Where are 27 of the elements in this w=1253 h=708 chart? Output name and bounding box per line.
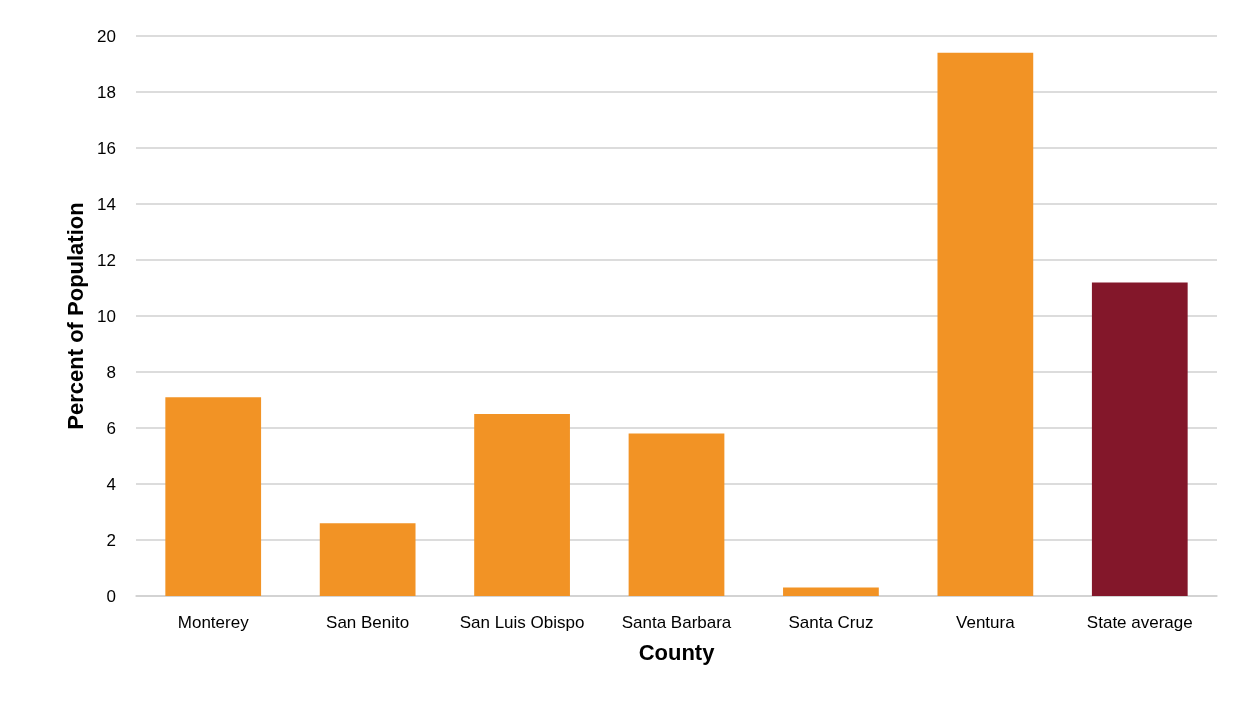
bar — [937, 52, 1034, 596]
y-tick-label: 20 — [97, 26, 116, 46]
bar — [165, 397, 262, 596]
bar — [319, 523, 416, 596]
y-axis-title: Percent of Population — [62, 202, 88, 430]
y-tick-label: 4 — [106, 474, 116, 494]
x-tick-label: State average — [1086, 613, 1193, 632]
y-tick-label: 14 — [97, 194, 116, 214]
bar — [783, 587, 879, 596]
x-tick-label: San Luis Obispo — [459, 613, 585, 632]
x-tick-label: San Benito — [326, 613, 410, 632]
y-tick-label: 16 — [97, 138, 116, 158]
y-tick-label: 8 — [106, 362, 116, 382]
x-tick-label: Santa Cruz — [788, 613, 874, 632]
x-axis-title: County — [638, 639, 716, 665]
y-tick-label: 10 — [97, 306, 116, 326]
bar — [474, 414, 570, 596]
x-tick-label: Ventura — [956, 613, 1016, 632]
y-tick-label: 0 — [106, 586, 116, 606]
x-tick-label: Santa Barbara — [621, 613, 732, 632]
y-tick-label: 12 — [97, 250, 116, 270]
y-tick-label: 6 — [106, 418, 116, 438]
y-tick-label: 18 — [97, 82, 116, 102]
bar — [1091, 282, 1188, 596]
x-tick-label: Monterey — [177, 613, 250, 632]
bar — [628, 433, 725, 596]
y-tick-label: 2 — [106, 530, 116, 550]
